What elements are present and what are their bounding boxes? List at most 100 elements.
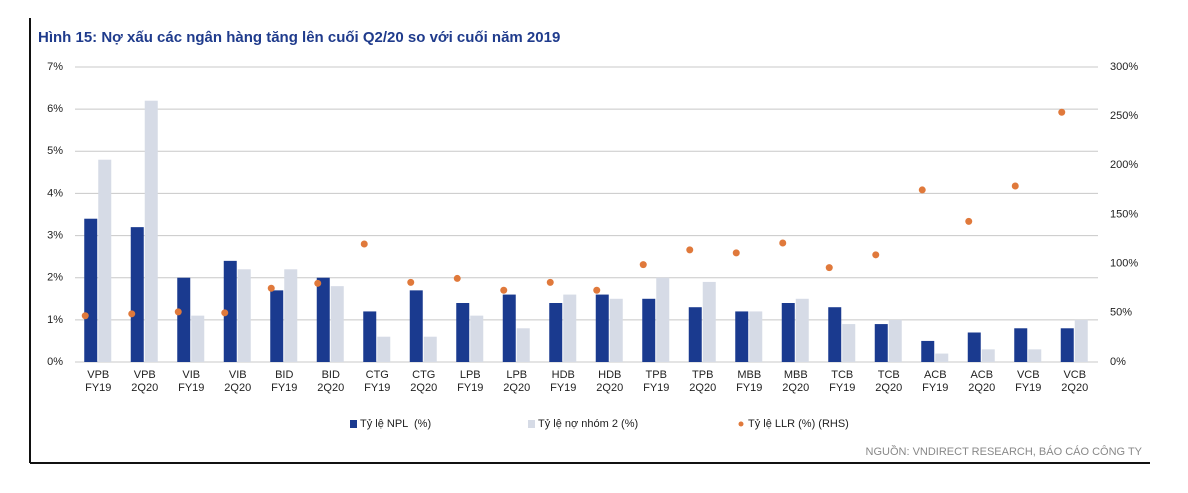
y-tick-label: 6% bbox=[47, 103, 63, 115]
y-tick-label: 0% bbox=[47, 356, 63, 368]
scatter-point bbox=[732, 249, 740, 257]
bar bbox=[516, 328, 530, 362]
bar bbox=[98, 159, 112, 362]
x-tick-label: VPB 2Q20 bbox=[131, 369, 159, 394]
x-tick-label: BID 2Q20 bbox=[317, 369, 345, 394]
y-tick-label: 5% bbox=[47, 145, 63, 157]
bar bbox=[656, 277, 670, 362]
bar bbox=[377, 336, 391, 362]
x-tick-label: TCB 2Q20 bbox=[875, 369, 903, 394]
y2-tick-label: 100% bbox=[1110, 258, 1138, 270]
scatter-point bbox=[686, 246, 694, 254]
bar bbox=[330, 286, 344, 362]
bar bbox=[363, 311, 377, 362]
bar bbox=[935, 353, 949, 362]
x-tick-label: ACB 2Q20 bbox=[968, 369, 996, 394]
bar bbox=[84, 218, 98, 362]
x-tick-label: VCB 2Q20 bbox=[1061, 369, 1089, 394]
x-tick-label: CTG FY19 bbox=[364, 369, 391, 394]
y-tick-label: 2% bbox=[47, 272, 63, 284]
y2-tick-label: 300% bbox=[1110, 61, 1138, 73]
bar bbox=[502, 294, 516, 362]
x-tick-label: BID FY19 bbox=[271, 369, 298, 394]
bar bbox=[749, 311, 763, 362]
x-tick-label: LPB 2Q20 bbox=[503, 369, 531, 394]
scatter-point bbox=[825, 264, 833, 272]
bar bbox=[549, 303, 563, 362]
scatter-point bbox=[267, 284, 275, 292]
bar bbox=[702, 281, 716, 362]
bar bbox=[191, 315, 205, 362]
x-tick-label: VCB FY19 bbox=[1015, 369, 1042, 394]
bar bbox=[177, 277, 191, 362]
y2-tick-label: 0% bbox=[1110, 356, 1126, 368]
y2-tick-label: 150% bbox=[1110, 208, 1138, 220]
scatter-point bbox=[1011, 182, 1019, 190]
bar bbox=[842, 324, 856, 362]
bar bbox=[921, 340, 935, 362]
scatter-point bbox=[174, 308, 182, 316]
legend-label: Tỷ lệ NPL (%) bbox=[360, 418, 431, 430]
x-tick-label: VPB FY19 bbox=[85, 369, 112, 394]
scatter-point bbox=[453, 274, 461, 282]
scatter-point bbox=[1058, 108, 1066, 116]
x-tick-label: ACB FY19 bbox=[922, 369, 949, 394]
scatter-point bbox=[593, 286, 601, 294]
scatter-point bbox=[360, 240, 368, 248]
bar bbox=[144, 100, 158, 362]
x-tick-label: CTG 2Q20 bbox=[410, 369, 438, 394]
bar bbox=[595, 294, 609, 362]
bar bbox=[688, 307, 702, 362]
bar bbox=[130, 227, 144, 362]
scatter-point bbox=[965, 217, 973, 225]
bar bbox=[642, 298, 656, 362]
bar bbox=[456, 303, 470, 362]
bar bbox=[967, 332, 981, 362]
x-tick-label: LPB FY19 bbox=[457, 369, 484, 394]
bar bbox=[563, 294, 577, 362]
scatter-point bbox=[872, 251, 880, 259]
x-tick-label: HDB 2Q20 bbox=[596, 369, 624, 394]
scatter-point bbox=[407, 278, 415, 286]
scatter-point bbox=[779, 239, 787, 247]
scatter-point bbox=[639, 261, 647, 269]
bar bbox=[409, 290, 423, 362]
y2-tick-label: 200% bbox=[1110, 159, 1138, 171]
y-tick-label: 7% bbox=[47, 61, 63, 73]
bar bbox=[316, 277, 330, 362]
bar bbox=[423, 336, 437, 362]
bar bbox=[1060, 328, 1074, 362]
y2-tick-label: 250% bbox=[1110, 110, 1138, 122]
x-tick-label: TCB FY19 bbox=[829, 369, 856, 394]
y-tick-label: 4% bbox=[47, 187, 63, 199]
chart-title: Hình 15: Nợ xấu các ngân hàng tăng lên c… bbox=[38, 29, 560, 46]
x-tick-label: VIB 2Q20 bbox=[224, 369, 252, 394]
x-tick-label: VIB FY19 bbox=[178, 369, 205, 394]
bar bbox=[795, 298, 809, 362]
scatter-point bbox=[314, 279, 322, 287]
y-tick-label: 3% bbox=[47, 229, 63, 241]
bar bbox=[1014, 328, 1028, 362]
bar bbox=[470, 315, 484, 362]
legend-label: Tỷ lệ LLR (%) (RHS) bbox=[748, 418, 849, 430]
y2-tick-label: 50% bbox=[1110, 307, 1132, 319]
x-tick-label: TPB 2Q20 bbox=[689, 369, 717, 394]
x-tick-label: MBB FY19 bbox=[736, 369, 763, 394]
bar bbox=[609, 298, 623, 362]
bar bbox=[237, 269, 251, 362]
source: NGUỒN: VNDIRECT RESEARCH, BÁO CÁO CÔNG T… bbox=[866, 445, 1143, 458]
bar bbox=[1028, 349, 1042, 362]
legend-marker bbox=[528, 420, 535, 428]
y-tick-label: 1% bbox=[47, 314, 63, 326]
legend-marker bbox=[350, 420, 357, 428]
scatter-point bbox=[128, 310, 136, 318]
x-tick-label: MBB 2Q20 bbox=[782, 369, 810, 394]
bar bbox=[981, 349, 995, 362]
scatter-point bbox=[81, 312, 89, 320]
bar bbox=[735, 311, 749, 362]
bar bbox=[781, 303, 795, 362]
bar bbox=[828, 307, 842, 362]
scatter-point bbox=[500, 286, 508, 294]
